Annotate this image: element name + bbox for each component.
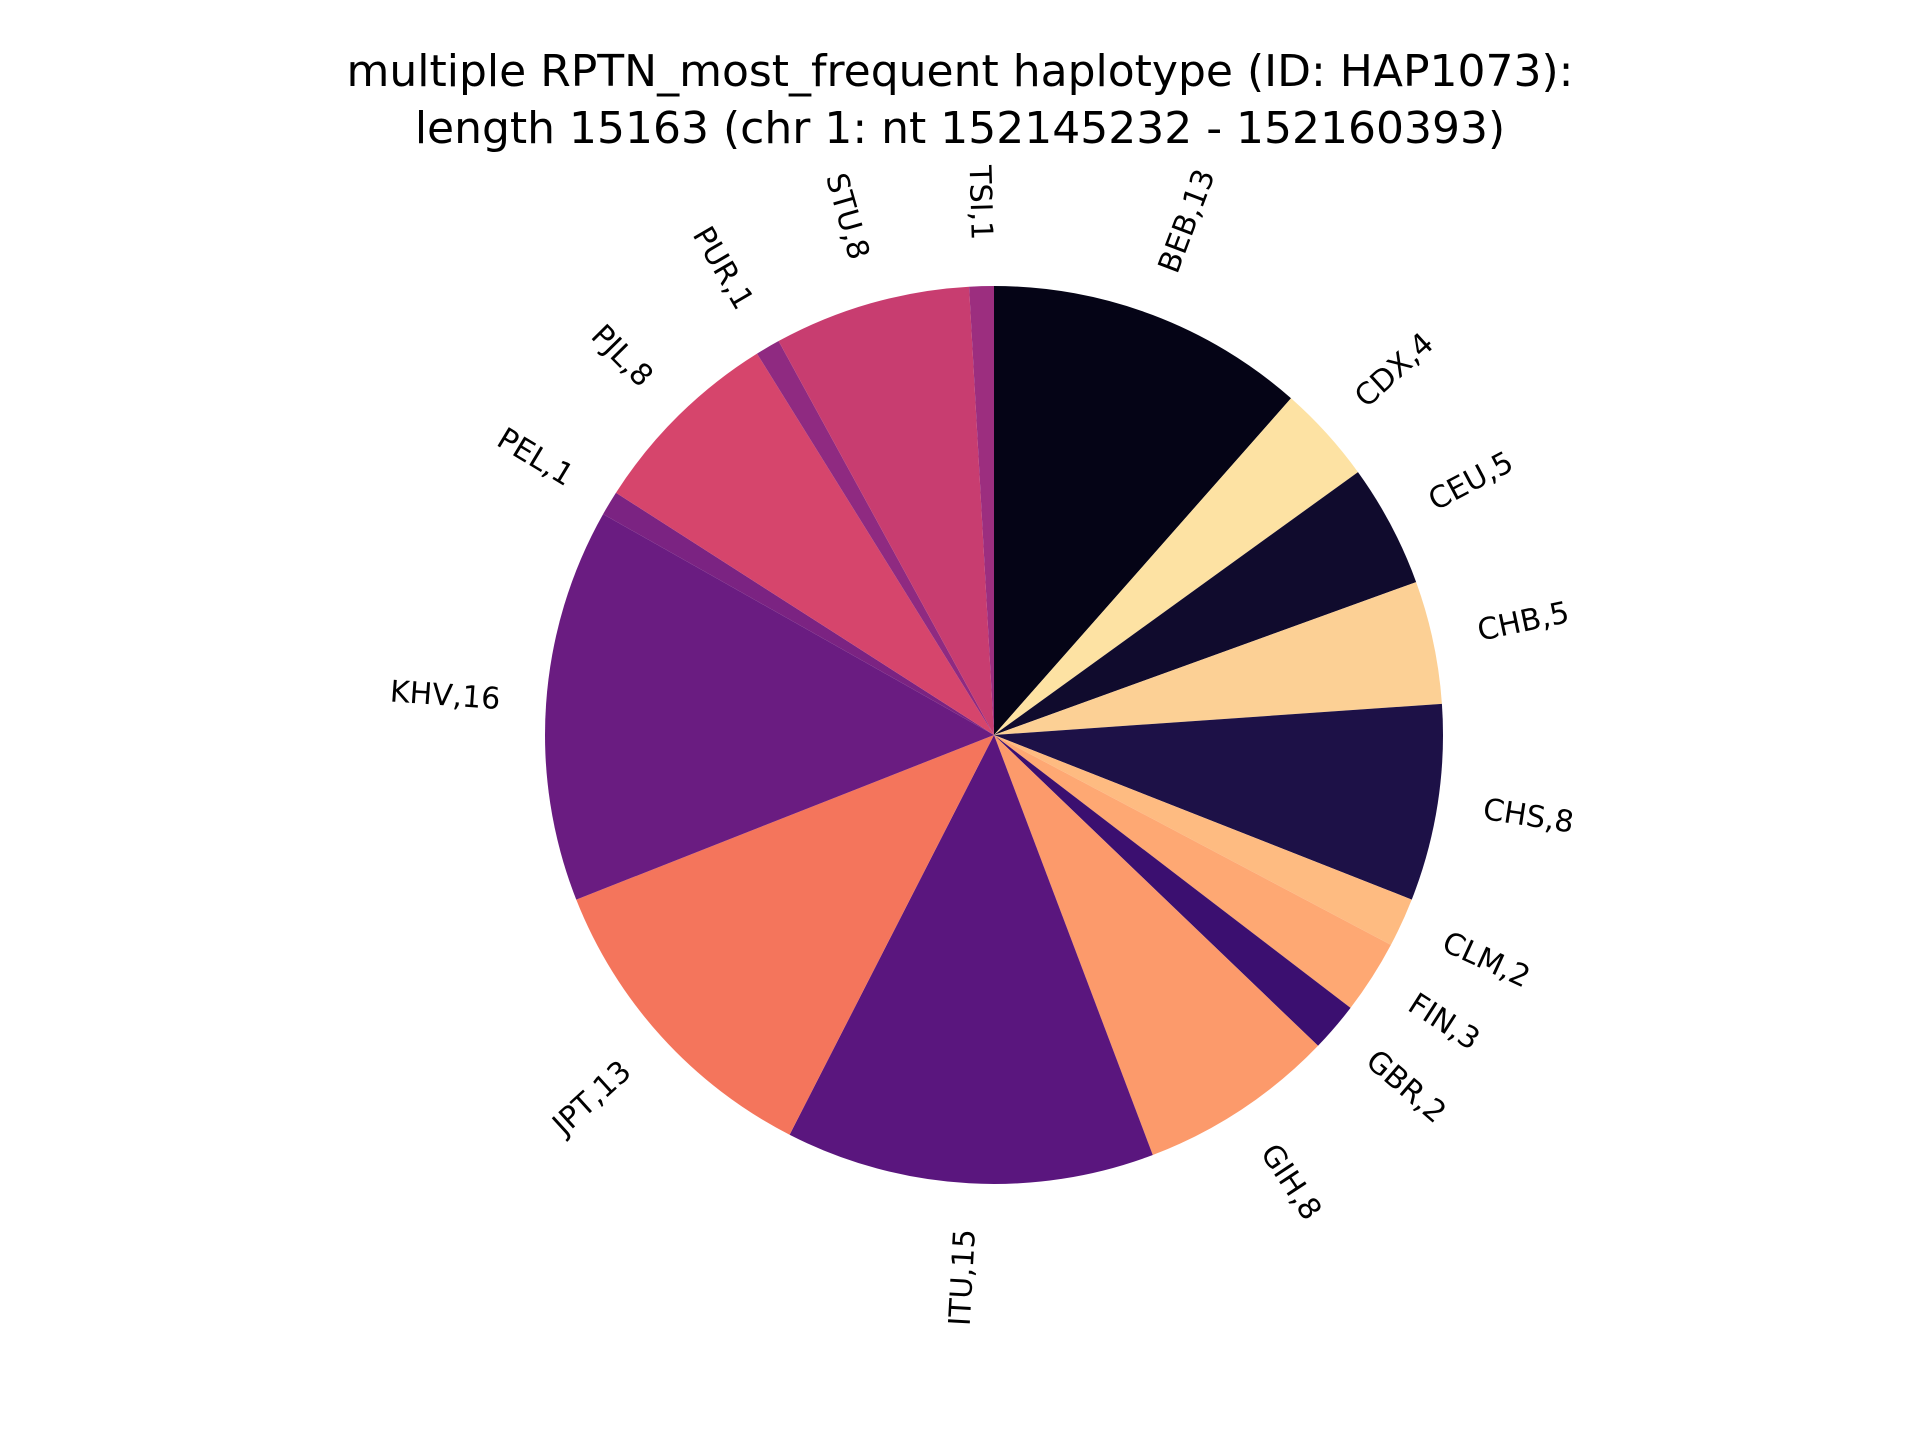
slice-label-chb: CHB,5 bbox=[1474, 595, 1572, 648]
pie-slice-ceu bbox=[994, 472, 1417, 735]
pie-slice-khv bbox=[545, 514, 994, 900]
slice-label-gbr: GBR,2 bbox=[1359, 1043, 1453, 1130]
slice-label-pjl: PJL,8 bbox=[584, 318, 660, 394]
chart-title-line-1: multiple RPTN_most_frequent haplotype (I… bbox=[346, 46, 1574, 97]
slice-label-cdx: CDX,4 bbox=[1348, 326, 1441, 415]
slice-label-ceu: CEU,5 bbox=[1423, 445, 1519, 518]
pie-slice-chb bbox=[994, 582, 1442, 735]
slice-label-pur: PUR,1 bbox=[685, 221, 760, 316]
slice-label-tsi: TSI,1 bbox=[962, 164, 999, 241]
pie-slice-pel bbox=[603, 492, 994, 735]
pie-slice-tsi bbox=[969, 286, 994, 735]
pie-slice-beb bbox=[994, 286, 1292, 735]
pie-slice-itu bbox=[789, 735, 1153, 1185]
slice-label-fin: FIN,3 bbox=[1402, 987, 1486, 1058]
slice-label-stu: STU,8 bbox=[818, 169, 876, 263]
pie-slices bbox=[545, 286, 1444, 1185]
slice-label-gih: GIH,8 bbox=[1253, 1138, 1328, 1227]
slice-label-itu: ITU,15 bbox=[943, 1228, 983, 1327]
pie-slice-fin bbox=[994, 735, 1391, 1008]
pie-slice-gih bbox=[994, 735, 1319, 1155]
slice-label-jpt: JPT,13 bbox=[545, 1054, 639, 1144]
pie-slice-jpt bbox=[576, 735, 994, 1135]
pie-slice-clm bbox=[994, 735, 1412, 945]
pie-slice-cdx bbox=[994, 398, 1358, 735]
pie-slice-gbr bbox=[994, 735, 1351, 1046]
pie-slice-chs bbox=[994, 703, 1444, 900]
slice-label-chs: CHS,8 bbox=[1481, 792, 1576, 840]
slice-label-beb: BEB,13 bbox=[1152, 165, 1223, 278]
pie-slice-pur bbox=[757, 341, 994, 735]
slice-label-khv: KHV,16 bbox=[389, 674, 502, 717]
chart-title-line-2: length 15163 (chr 1: nt 152145232 - 1521… bbox=[414, 103, 1506, 154]
pie-slice-pjl bbox=[615, 353, 994, 735]
pie-slice-stu bbox=[778, 286, 994, 735]
slice-label-clm: CLM,2 bbox=[1437, 925, 1535, 995]
slice-label-pel: PEL,1 bbox=[491, 421, 580, 493]
